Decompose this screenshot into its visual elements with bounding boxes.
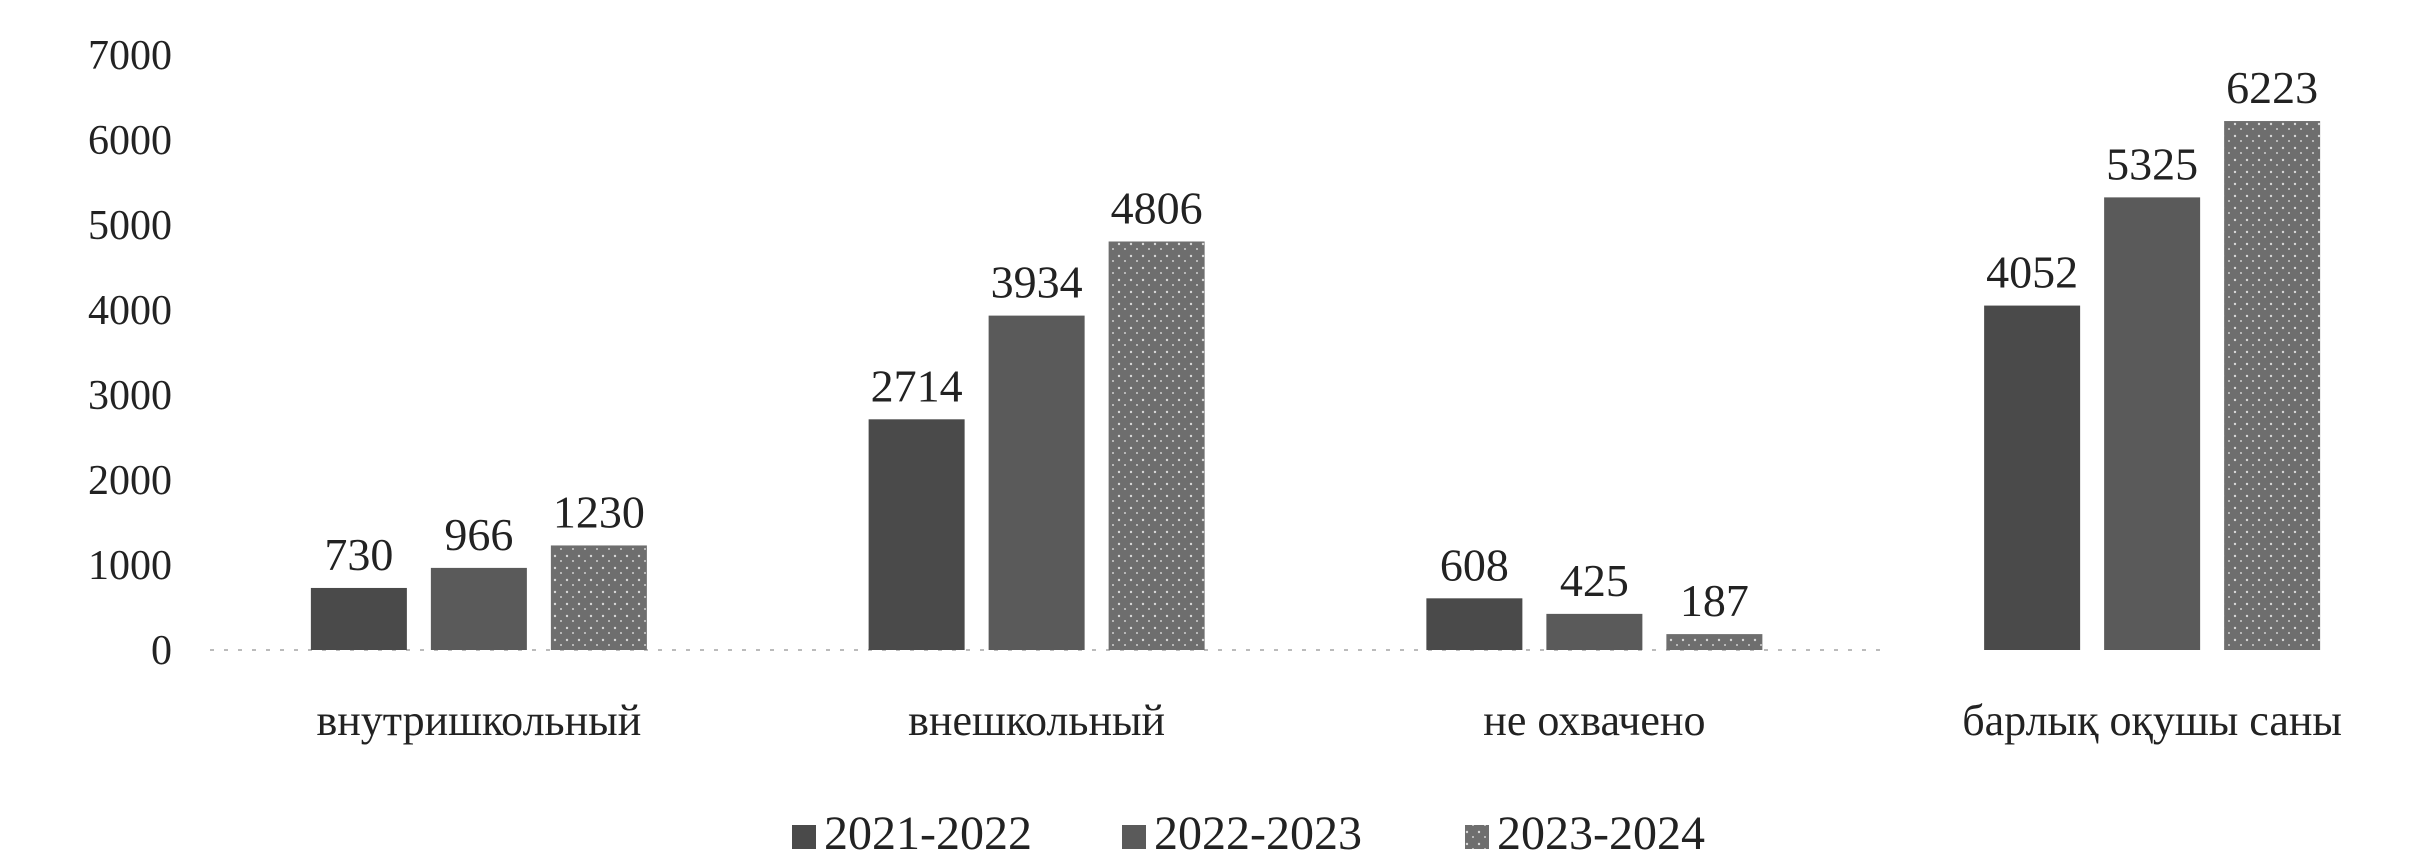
bar-2021-2022-2 <box>1426 598 1523 650</box>
data-labels-group: 730 966 1230 2714 3934 4806 608 425 187 4052 5325 6… <box>324 62 2318 626</box>
y-tick-label: 2000 <box>88 458 172 504</box>
data-label: 187 <box>1680 575 1749 626</box>
bar-2023-2024-2 <box>1666 634 1763 650</box>
bar-2023-2024-0 <box>550 545 647 650</box>
category-labels-group: внутришкольный внешкольный не охвачено барл… <box>316 696 2342 745</box>
category-label: внутришкольный <box>316 696 641 745</box>
y-tick-label: 5000 <box>88 203 172 249</box>
y-tick-label: 6000 <box>88 118 172 164</box>
bar-2022-2023-2 <box>1546 613 1643 650</box>
category-label: барлық оқушы саны <box>1962 696 2342 745</box>
y-tick-label: 7000 <box>88 33 172 79</box>
legend-label: 2022-2023 <box>1154 807 1362 860</box>
legend: 2021-2022 2022-2023 2023-2024 <box>792 807 1705 860</box>
y-tick-label: 0 <box>151 628 172 674</box>
legend-swatch <box>792 825 816 849</box>
bar-2021-2022-3 <box>1984 305 2081 650</box>
bar-2023-2024-3 <box>2224 121 2321 651</box>
category-label: не охвачено <box>1483 696 1705 745</box>
category-label: внешкольный <box>908 696 1165 745</box>
data-label: 608 <box>1440 539 1509 590</box>
y-axis: 0 1000 2000 3000 4000 5000 6000 7000 <box>88 33 172 674</box>
legend-swatch <box>1465 825 1489 849</box>
legend-label: 2021-2022 <box>824 807 1032 860</box>
bar-2022-2023-3 <box>2104 197 2201 650</box>
y-tick-label: 4000 <box>88 288 172 334</box>
data-label: 2714 <box>871 360 963 411</box>
y-tick-label: 1000 <box>88 543 172 589</box>
bar-2021-2022-1 <box>868 419 965 650</box>
bar-2021-2022-0 <box>310 587 407 650</box>
bar-2022-2023-1 <box>988 315 1085 650</box>
bars-group <box>310 121 2321 651</box>
data-label: 4806 <box>1111 182 1203 233</box>
bar-2022-2023-0 <box>430 567 527 650</box>
data-label: 1230 <box>553 486 645 537</box>
data-label: 730 <box>324 529 393 580</box>
data-label: 6223 <box>2226 62 2318 113</box>
data-label: 4052 <box>1986 247 2078 298</box>
y-tick-label: 3000 <box>88 373 172 419</box>
bar-2023-2024-1 <box>1108 241 1205 651</box>
data-label: 425 <box>1560 555 1629 606</box>
data-label: 3934 <box>991 257 1083 308</box>
legend-label: 2023-2024 <box>1497 807 1705 860</box>
data-label: 966 <box>444 509 513 560</box>
data-label: 5325 <box>2106 138 2198 189</box>
legend-swatch <box>1122 825 1146 849</box>
